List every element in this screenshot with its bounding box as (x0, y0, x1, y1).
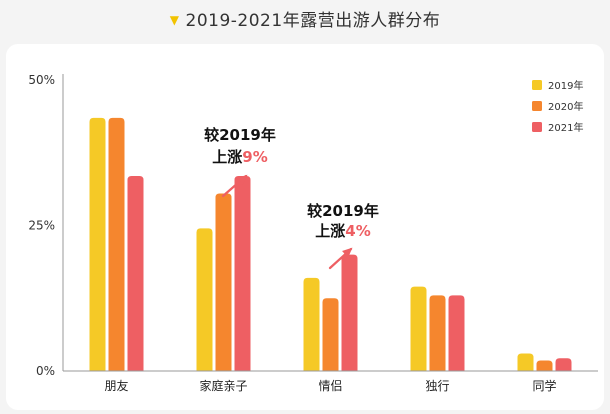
bar (234, 176, 251, 371)
x-tick-label: 朋友 (104, 379, 128, 393)
annotation-line1: 较2019年 (307, 202, 379, 220)
annotation-line2: 上涨4% (315, 222, 370, 240)
legend-label: 2019年 (548, 79, 583, 92)
annotation-line2: 上涨9% (212, 148, 267, 166)
legend-label: 2021年 (548, 121, 583, 134)
legend-label: 2020年 (548, 100, 583, 113)
annotation-arrow-head (342, 247, 353, 258)
bar (196, 228, 213, 371)
bar (536, 360, 553, 371)
x-tick-label: 家庭亲子 (199, 378, 247, 393)
annotation-arrow-head (237, 174, 248, 185)
x-tick-label: 同学 (532, 378, 556, 393)
bar (303, 277, 320, 371)
annotation-prefix: 上涨 (315, 222, 345, 240)
legend-swatch (532, 122, 542, 132)
bar (89, 117, 106, 371)
chart-title-text: 2019-2021年露营出游人群分布 (185, 11, 441, 31)
y-tick-label: 25% (28, 219, 55, 233)
chart-title: ▼ 2019-2021年露营出游人群分布 (0, 6, 610, 34)
annotation-highlight: 4% (345, 222, 370, 240)
bar (448, 295, 465, 371)
bar (127, 176, 144, 371)
y-tick-label: 0% (36, 364, 55, 378)
legend-swatch (532, 101, 542, 111)
bar (429, 295, 446, 371)
legend-swatch (532, 80, 542, 90)
down-triangle-icon: ▼ (169, 13, 180, 27)
bar (215, 193, 232, 371)
bar (341, 254, 358, 371)
bar (322, 298, 339, 371)
bar (517, 353, 534, 371)
bar (555, 358, 572, 371)
bar (108, 117, 125, 371)
x-tick-label: 独行 (425, 379, 449, 393)
annotation-line1: 较2019年 (204, 126, 276, 144)
x-tick-label: 情侣 (318, 378, 342, 393)
bar (410, 286, 427, 371)
y-tick-label: 50% (28, 73, 55, 87)
annotation-highlight: 9% (242, 148, 267, 166)
annotation-prefix: 上涨 (212, 148, 242, 166)
